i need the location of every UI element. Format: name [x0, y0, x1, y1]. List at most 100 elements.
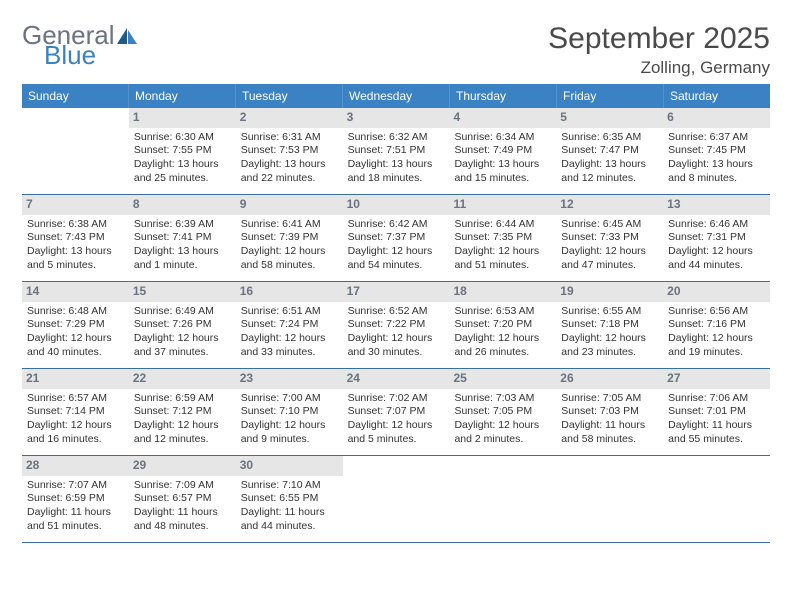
day-number: 17	[343, 282, 450, 302]
day-cell: 13Sunrise: 6:46 AMSunset: 7:31 PMDayligh…	[663, 195, 770, 281]
sail-icon	[117, 28, 137, 44]
daylight-label: Daylight: 12 hours and 47 minutes.	[561, 245, 658, 272]
sunrise-label: Sunrise: 6:55 AM	[561, 305, 658, 319]
day-number: 9	[236, 195, 343, 215]
sunrise-label: Sunrise: 7:07 AM	[27, 479, 124, 493]
location-label: Zolling, Germany	[548, 58, 770, 78]
day-number: 25	[449, 369, 556, 389]
sunset-label: Sunset: 7:10 PM	[241, 405, 338, 419]
day-cell: 24Sunrise: 7:02 AMSunset: 7:07 PMDayligh…	[343, 369, 450, 455]
sunrise-label: Sunrise: 6:45 AM	[561, 218, 658, 232]
page-header: General Blue September 2025 Zolling, Ger…	[22, 22, 770, 78]
day-number: 5	[556, 108, 663, 128]
brand-logo: General Blue	[22, 22, 137, 68]
sunset-label: Sunset: 7:41 PM	[134, 231, 231, 245]
daylight-label: Daylight: 12 hours and 44 minutes.	[668, 245, 765, 272]
sunrise-label: Sunrise: 6:49 AM	[134, 305, 231, 319]
sunset-label: Sunset: 7:33 PM	[561, 231, 658, 245]
sunset-label: Sunset: 7:49 PM	[454, 144, 551, 158]
daylight-label: Daylight: 12 hours and 2 minutes.	[454, 419, 551, 446]
day-cell: 26Sunrise: 7:05 AMSunset: 7:03 PMDayligh…	[556, 369, 663, 455]
daylight-label: Daylight: 13 hours and 18 minutes.	[348, 158, 445, 185]
calendar-page: General Blue September 2025 Zolling, Ger…	[0, 0, 792, 543]
day-number: 21	[22, 369, 129, 389]
daylight-label: Daylight: 11 hours and 58 minutes.	[561, 419, 658, 446]
day-cell: 4Sunrise: 6:34 AMSunset: 7:49 PMDaylight…	[449, 108, 556, 194]
day-number: 18	[449, 282, 556, 302]
sunset-label: Sunset: 7:03 PM	[561, 405, 658, 419]
sunset-label: Sunset: 6:59 PM	[27, 492, 124, 506]
sunset-label: Sunset: 7:26 PM	[134, 318, 231, 332]
day-number: 11	[449, 195, 556, 215]
sunset-label: Sunset: 7:51 PM	[348, 144, 445, 158]
daylight-label: Daylight: 12 hours and 30 minutes.	[348, 332, 445, 359]
week-row: 21Sunrise: 6:57 AMSunset: 7:14 PMDayligh…	[22, 369, 770, 456]
day-cell	[22, 108, 129, 194]
sunrise-label: Sunrise: 6:53 AM	[454, 305, 551, 319]
sunrise-label: Sunrise: 6:39 AM	[134, 218, 231, 232]
sunrise-label: Sunrise: 6:59 AM	[134, 392, 231, 406]
sunset-label: Sunset: 7:24 PM	[241, 318, 338, 332]
day-number: 19	[556, 282, 663, 302]
day-number: 30	[236, 456, 343, 476]
week-row: 1Sunrise: 6:30 AMSunset: 7:55 PMDaylight…	[22, 108, 770, 195]
day-cell	[343, 456, 450, 542]
sunset-label: Sunset: 7:18 PM	[561, 318, 658, 332]
dow-cell: Thursday	[450, 84, 557, 108]
daylight-label: Daylight: 12 hours and 40 minutes.	[27, 332, 124, 359]
sunrise-label: Sunrise: 6:32 AM	[348, 131, 445, 145]
sunset-label: Sunset: 7:39 PM	[241, 231, 338, 245]
day-cell: 20Sunrise: 6:56 AMSunset: 7:16 PMDayligh…	[663, 282, 770, 368]
title-block: September 2025 Zolling, Germany	[548, 22, 770, 78]
dow-cell: Saturday	[664, 84, 770, 108]
sunrise-label: Sunrise: 7:10 AM	[241, 479, 338, 493]
sunset-label: Sunset: 7:22 PM	[348, 318, 445, 332]
day-number: 23	[236, 369, 343, 389]
day-cell: 21Sunrise: 6:57 AMSunset: 7:14 PMDayligh…	[22, 369, 129, 455]
daylight-label: Daylight: 11 hours and 48 minutes.	[134, 506, 231, 533]
week-row: 7Sunrise: 6:38 AMSunset: 7:43 PMDaylight…	[22, 195, 770, 282]
day-cell: 17 Sunrise: 6:52 AMSunset: 7:22 PMDayligh…	[343, 282, 450, 368]
day-cell: 11Sunrise: 6:44 AMSunset: 7:35 PMDayligh…	[449, 195, 556, 281]
daylight-label: Daylight: 12 hours and 23 minutes.	[561, 332, 658, 359]
sunset-label: Sunset: 7:55 PM	[134, 144, 231, 158]
sunrise-label: Sunrise: 7:02 AM	[348, 392, 445, 406]
calendar-grid: SundayMondayTuesdayWednesdayThursdayFrid…	[22, 84, 770, 543]
week-row: 14Sunrise: 6:48 AMSunset: 7:29 PMDayligh…	[22, 282, 770, 369]
day-number: 8	[129, 195, 236, 215]
day-cell: 16Sunrise: 6:51 AMSunset: 7:24 PMDayligh…	[236, 282, 343, 368]
sunset-label: Sunset: 7:47 PM	[561, 144, 658, 158]
daylight-label: Daylight: 13 hours and 5 minutes.	[27, 245, 124, 272]
day-cell: 22Sunrise: 6:59 AMSunset: 7:12 PMDayligh…	[129, 369, 236, 455]
day-cell: 28Sunrise: 7:07 AMSunset: 6:59 PMDayligh…	[22, 456, 129, 542]
sunrise-label: Sunrise: 6:52 AM	[348, 305, 445, 319]
sunset-label: Sunset: 7:01 PM	[668, 405, 765, 419]
sunrise-label: Sunrise: 7:06 AM	[668, 392, 765, 406]
day-cell: 19 Sunrise: 6:55 AMSunset: 7:18 PMDayligh…	[556, 282, 663, 368]
daylight-label: Daylight: 13 hours and 25 minutes.	[134, 158, 231, 185]
dow-header-row: SundayMondayTuesdayWednesdayThursdayFrid…	[22, 84, 770, 108]
day-number: 27	[663, 369, 770, 389]
day-number: 10	[343, 195, 450, 215]
day-cell: 9Sunrise: 6:41 AMSunset: 7:39 PMDaylight…	[236, 195, 343, 281]
daylight-label: Daylight: 13 hours and 8 minutes.	[668, 158, 765, 185]
day-cell: 6Sunrise: 6:37 AMSunset: 7:45 PMDaylight…	[663, 108, 770, 194]
day-number: 3	[343, 108, 450, 128]
sunset-label: Sunset: 7:45 PM	[668, 144, 765, 158]
day-cell: 14Sunrise: 6:48 AMSunset: 7:29 PMDayligh…	[22, 282, 129, 368]
day-number: 7	[22, 195, 129, 215]
daylight-label: Daylight: 12 hours and 12 minutes.	[134, 419, 231, 446]
day-number: 28	[22, 456, 129, 476]
daylight-label: Daylight: 11 hours and 55 minutes.	[668, 419, 765, 446]
weeks-container: 1Sunrise: 6:30 AMSunset: 7:55 PMDaylight…	[22, 108, 770, 543]
day-cell: 10Sunrise: 6:42 AMSunset: 7:37 PMDayligh…	[343, 195, 450, 281]
sunrise-label: Sunrise: 7:09 AM	[134, 479, 231, 493]
day-number: 16	[236, 282, 343, 302]
sunset-label: Sunset: 7:53 PM	[241, 144, 338, 158]
dow-cell: Friday	[557, 84, 664, 108]
sunrise-label: Sunrise: 6:34 AM	[454, 131, 551, 145]
day-number: 4	[449, 108, 556, 128]
sunset-label: Sunset: 6:57 PM	[134, 492, 231, 506]
day-cell: 5Sunrise: 6:35 AMSunset: 7:47 PMDaylight…	[556, 108, 663, 194]
daylight-label: Daylight: 12 hours and 9 minutes.	[241, 419, 338, 446]
